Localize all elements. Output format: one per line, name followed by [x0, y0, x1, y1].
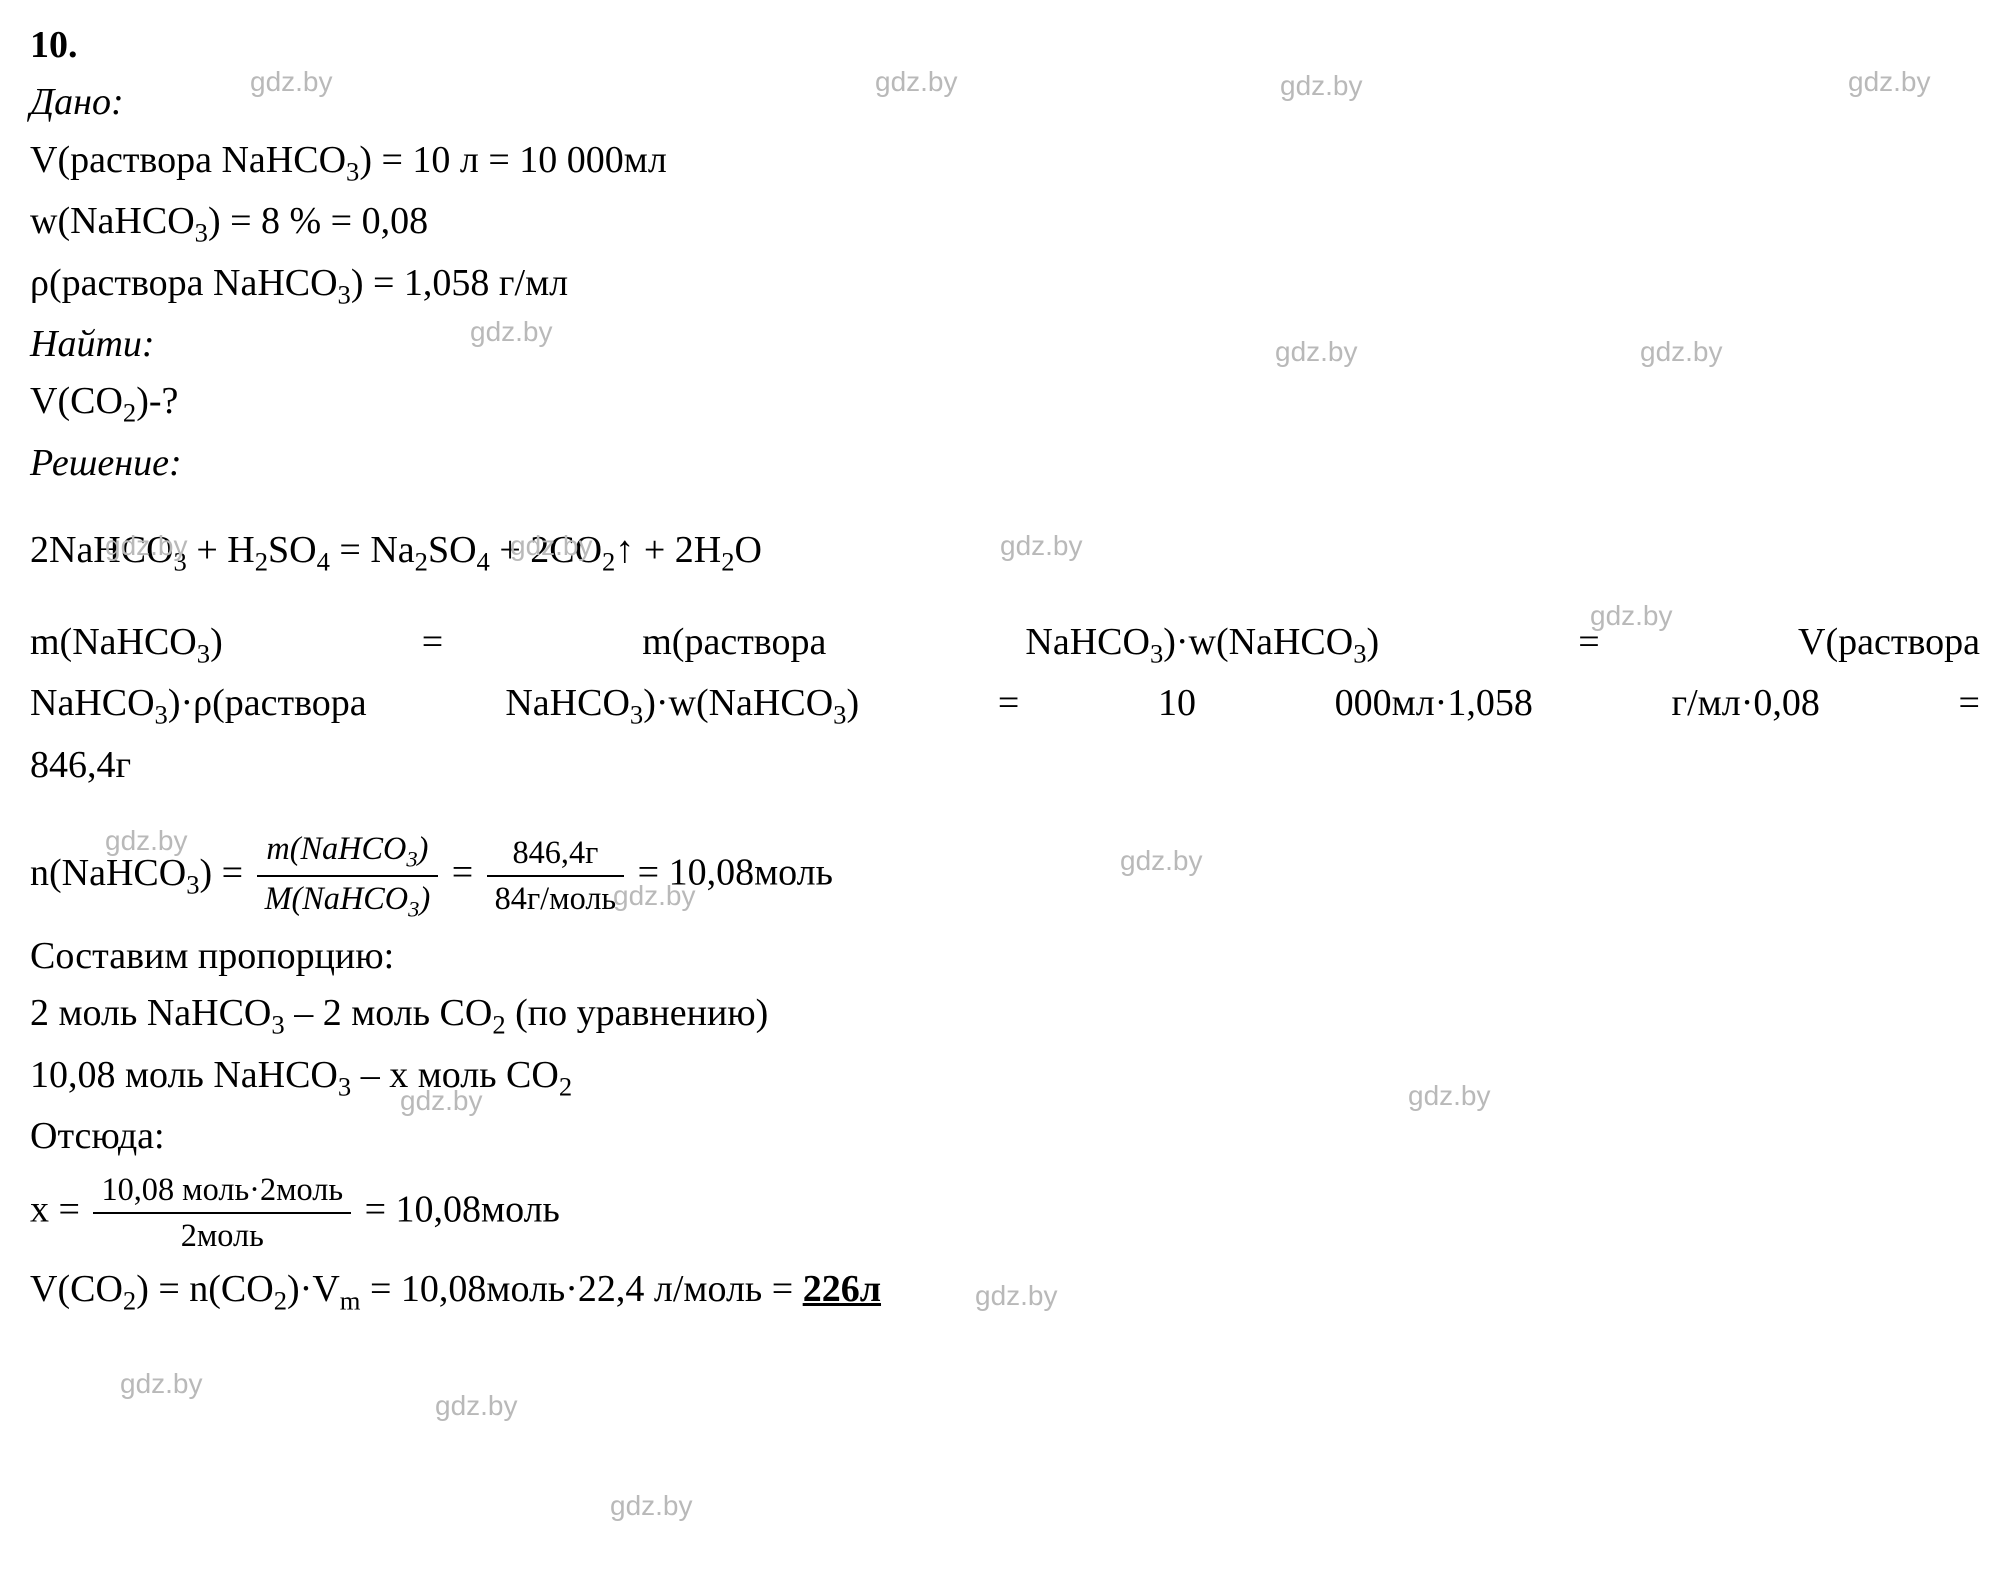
final-mid: = 10,08моль·22,4 л/моль =	[360, 1268, 802, 1310]
prop-line-2: 10,08 моль NaHCO3 – x моль CO2	[30, 1050, 1980, 1105]
watermark: gdz.by	[1640, 336, 1723, 368]
given-line-2: w(NaHCO3) = 8 % = 0,08	[30, 196, 1980, 251]
watermark: gdz.by	[975, 1280, 1058, 1312]
given-line-3: ρ(раствора NaHCO3) = 1,058 г/мл	[30, 258, 1980, 313]
watermark: gdz.by	[120, 1368, 203, 1400]
watermark: gdz.by	[613, 880, 696, 912]
mass-line-1: m(NaHCO3) = m(раствора NaHCO3)·w(NaHCO3)…	[30, 617, 1980, 672]
watermark: gdz.by	[105, 825, 188, 857]
watermark: gdz.by	[470, 316, 553, 348]
frac2-num: 846,4г	[487, 831, 625, 877]
given-line-1: V(раствора NaHCO3) = 10 л = 10 000мл	[30, 135, 1980, 190]
frac3-num: 10,08 моль·2моль	[93, 1168, 351, 1214]
solution-label: Решение:	[30, 438, 1980, 489]
watermark: gdz.by	[1000, 530, 1083, 562]
fraction-3: 10,08 моль·2моль 2моль	[93, 1168, 351, 1257]
x-suffix: = 10,08моль	[365, 1189, 560, 1231]
fraction-1: m(NaHCO3) M(NaHCO3)	[257, 827, 439, 925]
mol-prefix: n(NaHCO3) =	[30, 852, 253, 894]
frac1-num: m(NaHCO3)	[257, 827, 439, 877]
watermark: gdz.by	[1848, 66, 1931, 98]
hence-label: Отсюда:	[30, 1111, 1980, 1162]
watermark: gdz.by	[1120, 845, 1203, 877]
watermark: gdz.by	[250, 66, 333, 98]
final-prefix: V(CO2) = n(CO2)·V	[30, 1268, 340, 1310]
watermark: gdz.by	[435, 1390, 518, 1422]
problem-number: 10.	[30, 20, 1980, 71]
watermark: gdz.by	[1275, 336, 1358, 368]
watermark: gdz.by	[400, 1085, 483, 1117]
frac2-den: 84г/моль	[487, 877, 625, 921]
watermark: gdz.by	[1590, 600, 1673, 632]
find-line: V(CO2)-?	[30, 376, 1980, 431]
fraction-2: 846,4г 84г/моль	[487, 831, 625, 920]
final-sub: m	[340, 1285, 361, 1315]
watermark: gdz.by	[875, 66, 958, 98]
frac3-den: 2моль	[93, 1214, 351, 1258]
watermark: gdz.by	[105, 530, 188, 562]
watermark: gdz.by	[610, 1490, 693, 1522]
frac1-den: M(NaHCO3)	[257, 877, 439, 925]
mass-line-3: 846,4г	[30, 740, 1980, 791]
proportion-label: Составим пропорцию:	[30, 931, 1980, 982]
watermark: gdz.by	[1408, 1080, 1491, 1112]
mass-line-2: NaHCO3)·ρ(раствора NaHCO3)·w(NaHCO3) = 1…	[30, 678, 1980, 733]
x-prefix: x =	[30, 1189, 89, 1231]
watermark: gdz.by	[510, 530, 593, 562]
final-answer: 226л	[803, 1268, 881, 1310]
x-line: x = 10,08 моль·2моль 2моль = 10,08моль	[30, 1168, 1980, 1257]
watermark: gdz.by	[1280, 70, 1363, 102]
mol-line: n(NaHCO3) = m(NaHCO3) M(NaHCO3) = 846,4г…	[30, 827, 1980, 925]
prop-line-1: 2 моль NaHCO3 – 2 моль CO2 (по уравнению…	[30, 988, 1980, 1043]
mol-mid: =	[452, 852, 483, 894]
